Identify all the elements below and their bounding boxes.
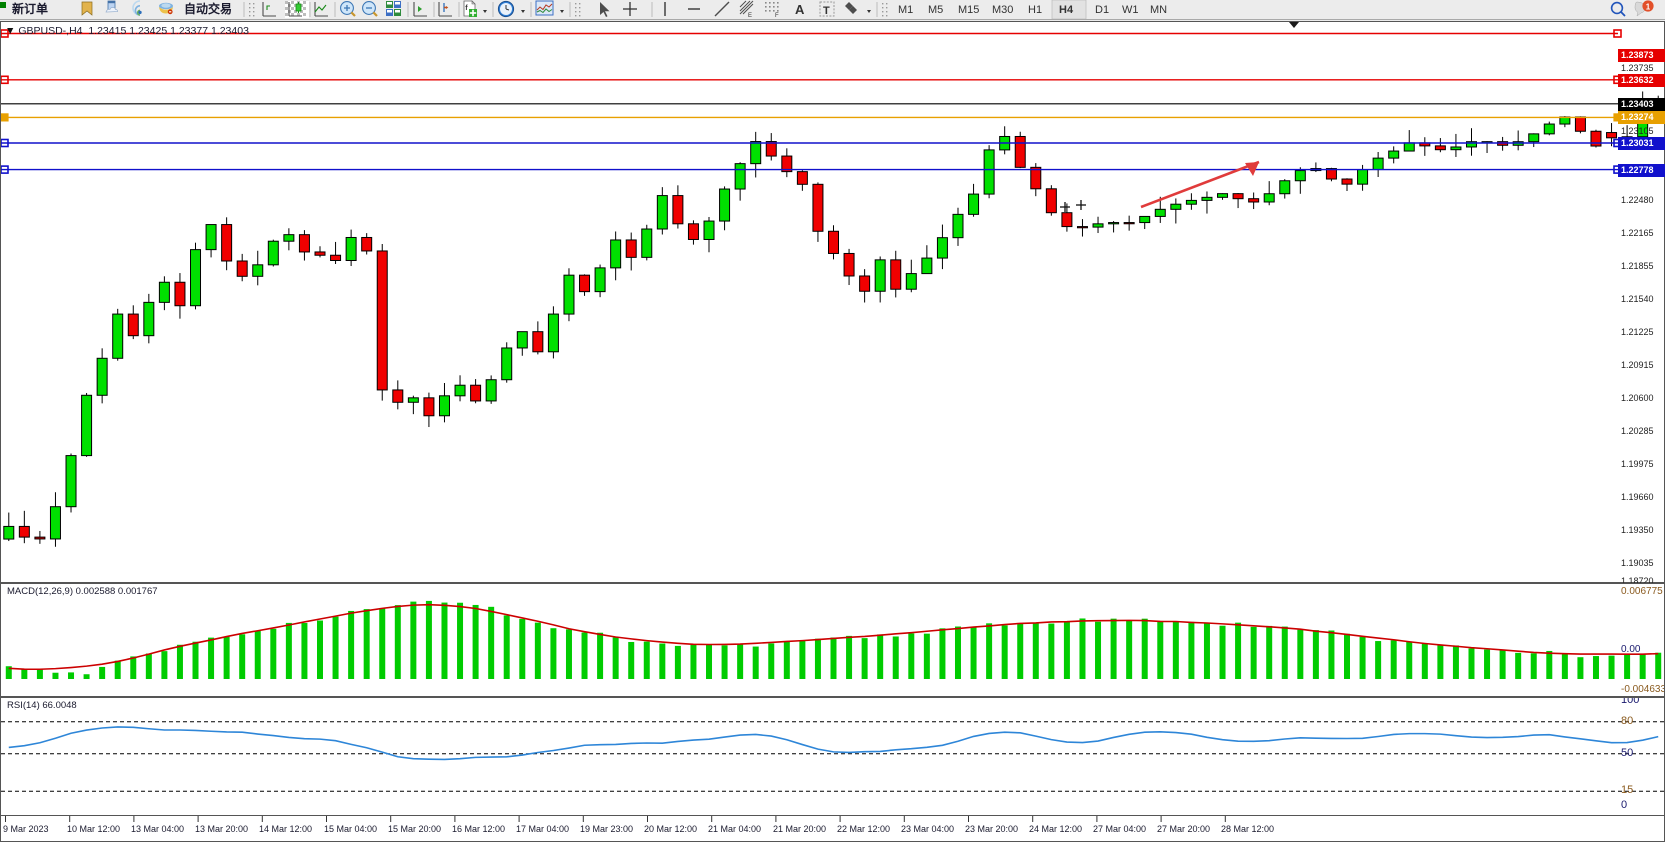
svg-text:M30: M30 — [992, 4, 1013, 16]
svg-text:M5: M5 — [928, 4, 943, 16]
svg-text:A: A — [795, 2, 805, 17]
svg-text:W1: W1 — [1122, 4, 1139, 16]
svg-text:1: 1 — [1646, 2, 1651, 11]
svg-text:M1: M1 — [898, 4, 913, 16]
svg-text:E: E — [748, 13, 752, 19]
svg-text:M15: M15 — [958, 4, 979, 16]
svg-text:D1: D1 — [1095, 4, 1109, 16]
svg-text:H1: H1 — [1028, 4, 1042, 16]
svg-text:H4: H4 — [1059, 4, 1074, 16]
svg-text:新订单: 新订单 — [12, 1, 48, 16]
svg-text:T: T — [823, 5, 830, 17]
svg-text:自动交易: 自动交易 — [184, 1, 232, 16]
svg-text:MN: MN — [1150, 4, 1167, 16]
svg-text:F: F — [775, 13, 779, 19]
